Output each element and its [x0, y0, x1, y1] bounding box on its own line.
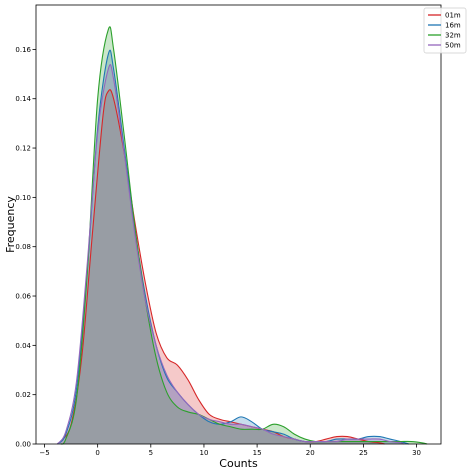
x-tick-label: 10: [199, 449, 208, 457]
x-tick-label: −5: [39, 449, 49, 457]
x-tick-label: 30: [412, 449, 421, 457]
y-tick-label: 0.12: [15, 145, 31, 153]
x-tick-label: 20: [306, 449, 315, 457]
y-tick-label: 0.08: [15, 243, 31, 251]
legend-box: [423, 7, 467, 54]
x-axis-ticks: −5 0 5 10 15 20 25 30: [39, 444, 421, 457]
area-16m: [57, 50, 410, 444]
x-tick-label: 25: [359, 449, 368, 457]
y-tick-label: 0.00: [15, 441, 31, 449]
area-50m: [57, 64, 404, 444]
x-tick-label: 5: [149, 449, 153, 457]
y-tick-label: 0.16: [15, 46, 31, 54]
line-50m: [56, 64, 405, 445]
y-tick-label: 0.10: [15, 194, 31, 202]
legend-label-32m: 32m: [445, 32, 461, 40]
plot-frame: [35, 4, 442, 445]
x-axis-title: Counts: [219, 457, 258, 470]
y-axis-title: Frequency: [4, 196, 17, 253]
line-32m: [60, 26, 428, 445]
x-tick-label: 15: [253, 449, 262, 457]
y-tick-label: 0.06: [15, 293, 31, 301]
y-tick-label: 0.14: [15, 95, 31, 103]
y-tick-label: 0.02: [15, 391, 31, 399]
legend-label-16m: 16m: [445, 22, 461, 30]
line-01m: [59, 89, 385, 445]
y-tick-label: 0.04: [15, 342, 31, 350]
area-01m: [60, 89, 385, 445]
x-tick-label: 0: [95, 449, 99, 457]
legend-label-50m: 50m: [445, 42, 461, 50]
legend: 01m 16m 32m 50m: [423, 7, 467, 54]
y-axis-ticks: 0.00 0.02 0.04 0.06 0.08 0.10 0.12 0.14 0.16: [15, 46, 36, 449]
density-lines: [56, 26, 428, 445]
legend-label-01m: 01m: [445, 12, 461, 20]
